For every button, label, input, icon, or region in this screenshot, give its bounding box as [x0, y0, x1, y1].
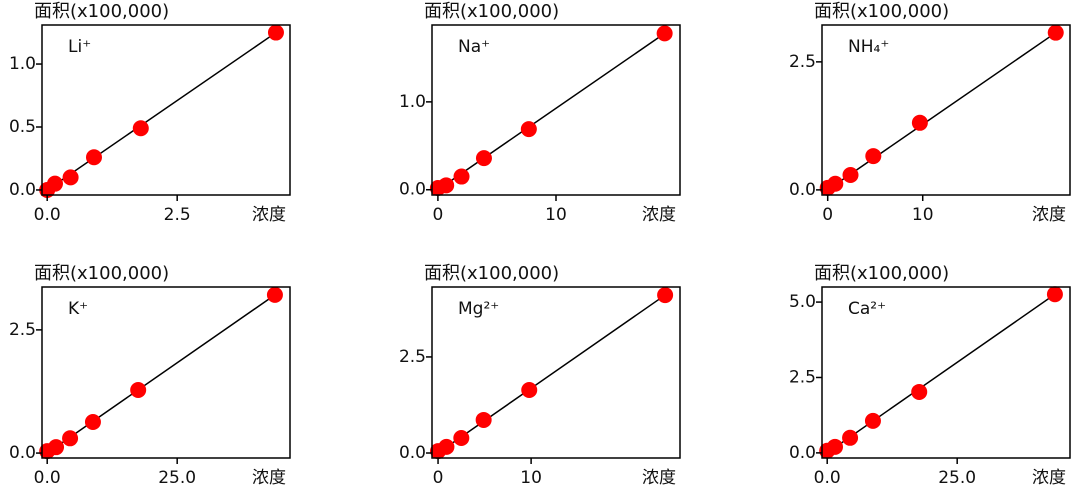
data-point — [865, 148, 882, 165]
y-tick-label: 0.5 — [9, 117, 36, 137]
data-point — [911, 114, 928, 131]
x-tick-label: 0 — [822, 205, 833, 225]
y-tick-label: 0.0 — [789, 443, 816, 463]
data-point — [842, 167, 859, 184]
chart-title: 面积(x100,000) — [34, 263, 169, 284]
y-tick-label: 0.0 — [9, 443, 36, 463]
x-axis-label: 浓度 — [642, 205, 676, 225]
y-tick-label: 0.0 — [789, 180, 816, 200]
annotation: Ca²⁺ — [848, 299, 886, 319]
data-point — [453, 168, 470, 185]
y-tick-label: 0.0 — [399, 443, 426, 463]
y-tick-label: 2.5 — [789, 52, 816, 72]
data-point — [475, 150, 492, 167]
data-point — [842, 429, 859, 446]
data-point — [48, 439, 65, 456]
y-tick-label: 0.0 — [9, 180, 36, 200]
x-tick-label: 0.0 — [34, 205, 61, 225]
y-tick-label: 5.0 — [789, 292, 816, 312]
chart-title: 面积(x100,000) — [814, 263, 949, 284]
y-tick-label: 1.0 — [9, 54, 36, 74]
data-point — [62, 430, 79, 447]
data-point — [62, 169, 79, 186]
data-point — [1046, 286, 1063, 303]
data-point — [132, 120, 149, 137]
data-point — [475, 411, 492, 428]
data-point — [266, 286, 283, 303]
x-tick-label: 25.0 — [938, 468, 976, 488]
y-tick-label: 0.0 — [399, 180, 426, 200]
chart-title: 面积(x100,000) — [814, 1, 949, 22]
chart-title: 面积(x100,000) — [424, 263, 559, 284]
data-point — [267, 24, 284, 41]
fit-line — [46, 31, 277, 191]
annotation: Li⁺ — [68, 37, 91, 57]
fit-line — [46, 294, 276, 454]
data-point — [656, 25, 673, 42]
data-point — [864, 412, 881, 429]
y-tick-label: 2.5 — [789, 367, 816, 387]
x-axis-label: 浓度 — [642, 468, 676, 488]
x-axis-label: 浓度 — [1032, 468, 1066, 488]
x-axis-label: 浓度 — [1032, 205, 1066, 225]
x-tick-label: 2.5 — [164, 205, 191, 225]
chart-title: 面积(x100,000) — [424, 1, 559, 22]
annotation: Na⁺ — [458, 37, 490, 57]
x-tick-label: 10 — [520, 468, 542, 488]
data-point — [84, 414, 101, 431]
data-point — [826, 438, 843, 455]
x-axis-label: 浓度 — [252, 205, 286, 225]
fit-line — [437, 32, 666, 191]
data-point — [46, 175, 63, 192]
data-point — [453, 430, 470, 447]
data-point — [130, 381, 147, 398]
data-point — [521, 381, 538, 398]
x-tick-label: 0.0 — [814, 468, 841, 488]
fit-line — [826, 293, 1056, 454]
plot-frame — [821, 286, 1071, 459]
data-point — [520, 121, 537, 138]
data-point — [1047, 24, 1064, 41]
data-point — [827, 175, 844, 192]
data-point — [438, 177, 455, 194]
data-point — [911, 383, 928, 400]
fit-line — [827, 32, 1057, 191]
x-tick-label: 0.0 — [34, 468, 61, 488]
x-tick-label: 25.0 — [158, 468, 196, 488]
plot-frame — [41, 286, 291, 459]
y-tick-label: 2.5 — [9, 320, 36, 340]
annotation: Mg²⁺ — [458, 299, 499, 319]
data-point — [438, 438, 455, 455]
annotation: NH₄⁺ — [848, 37, 889, 57]
y-tick-label: 1.0 — [399, 92, 426, 112]
x-axis-label: 浓度 — [252, 468, 286, 488]
data-point — [85, 149, 102, 166]
y-tick-label: 2.5 — [399, 347, 426, 367]
x-tick-label: 10 — [545, 205, 567, 225]
plot-frame — [41, 24, 291, 196]
x-tick-label: 10 — [912, 205, 934, 225]
fit-line — [437, 294, 666, 454]
x-tick-label: 0 — [432, 205, 443, 225]
data-point — [657, 287, 674, 304]
x-tick-label: 0 — [433, 468, 444, 488]
plot-frame — [821, 24, 1071, 196]
chart-title: 面积(x100,000) — [34, 1, 169, 22]
plot-frame — [431, 286, 681, 459]
annotation: K⁺ — [68, 299, 88, 319]
